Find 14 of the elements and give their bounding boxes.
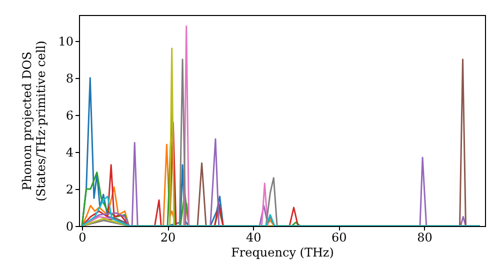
y-axis-title: Phonon projected DOS (States/THz·primitive cell) [20, 40, 48, 202]
x-tick-label: 20 [160, 230, 176, 244]
y-tick-label: 0 [66, 220, 74, 234]
x-tick-label: 80 [417, 230, 432, 244]
line-series [81, 196, 481, 226]
x-axis-title: Frequency (THz) [231, 246, 334, 260]
y-tick-label: 4 [66, 145, 74, 160]
y-tick-label: 8 [66, 71, 74, 86]
x-tick-label: 60 [332, 230, 347, 244]
x-tick-label: 40 [246, 230, 262, 244]
y-tick-label: 10 [58, 34, 74, 48]
y-tick-label: 2 [66, 182, 74, 196]
y-tick-label: 6 [66, 108, 74, 122]
x-tick-label: 0 [78, 230, 86, 244]
